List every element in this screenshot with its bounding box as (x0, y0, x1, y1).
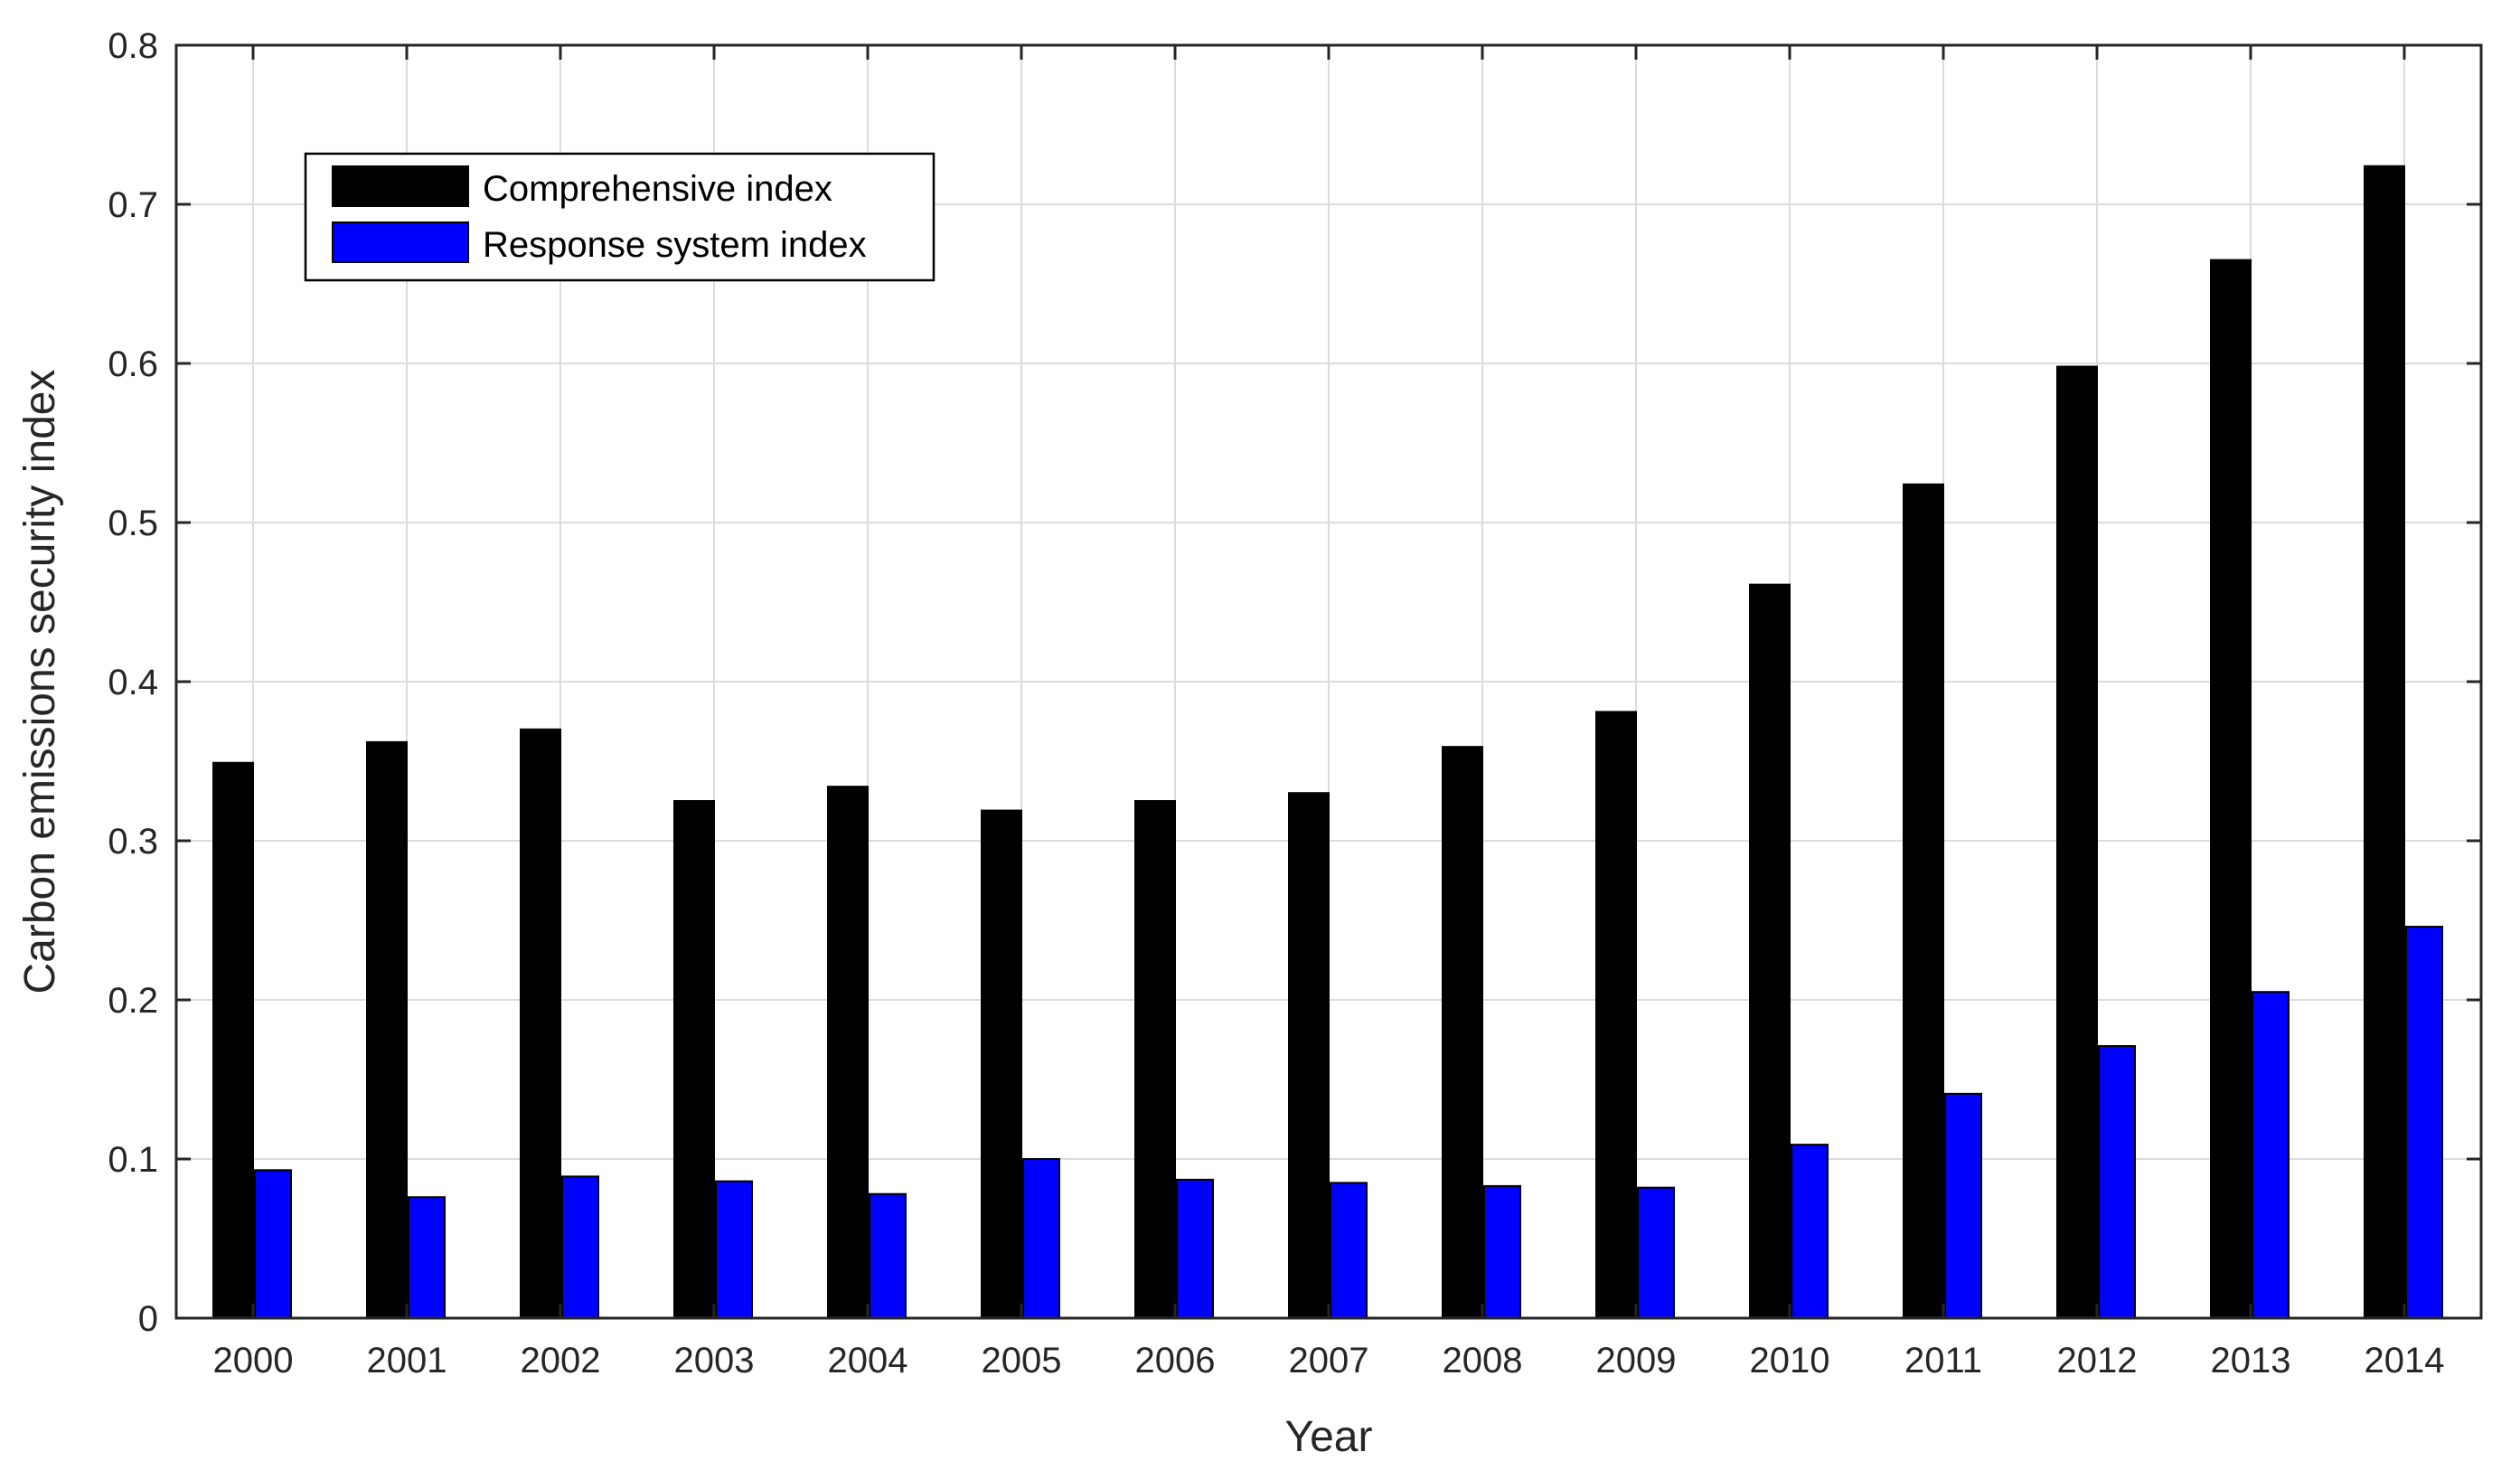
axes-box (174, 43, 2483, 1320)
bar-response-system-index-2009 (1637, 1186, 1675, 1320)
bar-comprehensive-index-2010 (1749, 583, 1791, 1319)
x-tick-label: 2012 (2057, 1341, 2138, 1380)
y-tick-label: 0.1 (108, 1140, 158, 1180)
tick-marks (176, 43, 2481, 1320)
x-tick-label: 2005 (982, 1341, 1062, 1380)
y-tick-label: 0.5 (108, 504, 158, 543)
x-tick-label: 2006 (1135, 1341, 1216, 1380)
bar-comprehensive-index-2008 (1442, 746, 1483, 1319)
y-tick-label: 0 (138, 1299, 158, 1339)
legend-entry-comprehensive-index: Comprehensive index (483, 169, 832, 209)
bar-response-system-index-2007 (1330, 1182, 1368, 1320)
y-tick-labels: 0 0.1 0.2 0.3 0.4 0.5 0.6 0.7 0.8 (108, 26, 158, 1339)
bar-comprehensive-index-2001 (366, 740, 408, 1319)
x-tick-label: 2004 (828, 1341, 908, 1380)
bar-comprehensive-index-2012 (2056, 365, 2098, 1319)
bar-response-system-index-2006 (1176, 1178, 1214, 1319)
bar-comprehensive-index-2014 (2364, 165, 2405, 1319)
legend-entry-response-system-index: Response system index (483, 225, 867, 265)
legend-swatch-comprehensive-index (332, 165, 469, 207)
y-tick-label: 0.8 (108, 26, 158, 66)
y-tick-label: 0.3 (108, 822, 158, 862)
x-tick-label: 2009 (1596, 1341, 1677, 1380)
bar-response-system-index-2001 (408, 1196, 446, 1319)
bar-response-system-index-2010 (1791, 1144, 1829, 1320)
x-tick-label: 2002 (521, 1341, 601, 1380)
bar-response-system-index-2004 (869, 1192, 907, 1319)
bar-comprehensive-index-2006 (1134, 800, 1176, 1319)
y-tick-label: 0.2 (108, 981, 158, 1021)
x-tick-label: 2000 (213, 1341, 294, 1380)
bars (212, 165, 2443, 1320)
bar-response-system-index-2014 (2405, 926, 2443, 1320)
bar-comprehensive-index-2013 (2210, 259, 2252, 1320)
x-tick-label: 2013 (2211, 1341, 2291, 1380)
bar-response-system-index-2005 (1022, 1158, 1060, 1319)
x-tick-label: 2007 (1289, 1341, 1369, 1380)
x-axis-label: Year (1285, 1413, 1373, 1461)
x-tick-labels: 2000 2001 2002 2003 2004 2005 2006 2007 2008 2009… (213, 1341, 2445, 1380)
x-tick-label: 2008 (1443, 1341, 1523, 1380)
bar-comprehensive-index-2004 (827, 786, 869, 1319)
bar-response-system-index-2011 (1944, 1092, 1982, 1319)
bar-response-system-index-2013 (2252, 991, 2290, 1319)
x-tick-label: 2003 (674, 1341, 755, 1380)
bar-comprehensive-index-2005 (981, 809, 1022, 1319)
bar-response-system-index-2012 (2098, 1045, 2136, 1320)
y-tick-label: 0.4 (108, 663, 158, 702)
bar-comprehensive-index-2009 (1595, 711, 1637, 1319)
bar-response-system-index-2003 (715, 1180, 753, 1320)
bar-response-system-index-2000 (254, 1169, 292, 1319)
x-tick-label: 2011 (1904, 1341, 1982, 1380)
x-tick-label: 2010 (1750, 1341, 1830, 1380)
x-tick-label: 2001 (367, 1341, 447, 1380)
y-tick-label: 0.6 (108, 344, 158, 384)
bar-response-system-index-2002 (561, 1175, 599, 1319)
x-tick-label: 2014 (2365, 1341, 2445, 1380)
legend-swatch-response-system-index (332, 221, 469, 263)
legend: Comprehensive index Response system inde… (304, 152, 936, 282)
bar-response-system-index-2008 (1483, 1184, 1521, 1320)
bar-comprehensive-index-2002 (520, 728, 561, 1319)
bar-comprehensive-index-2000 (212, 761, 254, 1319)
bar-comprehensive-index-2003 (673, 800, 715, 1319)
bar-comprehensive-index-2007 (1288, 792, 1330, 1319)
y-tick-label: 0.7 (108, 185, 158, 225)
y-axis-label: Carbon emissions security index (16, 370, 64, 994)
bar-comprehensive-index-2011 (1903, 483, 1944, 1319)
